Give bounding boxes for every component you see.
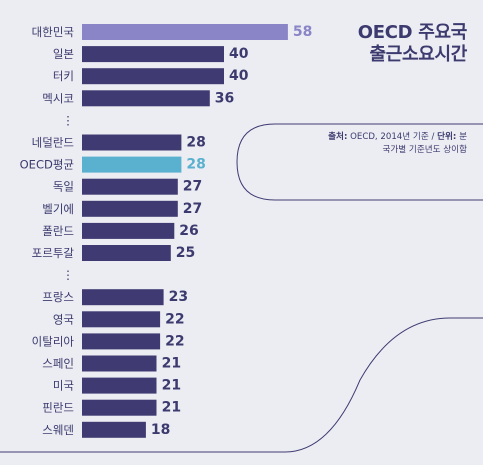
chart-note: 출처: OECD, 2014년 기준 / 단위: 분 국가별 기준년도 상이함: [257, 131, 467, 157]
category-label: 프랑스: [42, 290, 74, 304]
bar-g2-3: [82, 355, 157, 372]
bar-g0-0: [82, 24, 288, 40]
chart-title-line-1: OECD 주요국: [357, 22, 468, 43]
bar-g2-5: [82, 399, 157, 416]
value-label: 21: [162, 356, 181, 372]
source-text: OECD, 2014년 기준 /: [350, 132, 435, 142]
note-panel-curve: [236, 123, 483, 201]
bar-g2-4: [82, 377, 157, 394]
value-label: 40: [229, 68, 249, 84]
unit-text: 분: [459, 132, 467, 142]
unit-label: 단위:: [437, 132, 457, 142]
value-label: 40: [229, 46, 249, 62]
bar-g2-0: [82, 289, 164, 306]
bar-g1-1: [82, 156, 182, 173]
bar-g2-6: [82, 421, 146, 438]
category-label: 대한민국: [32, 25, 74, 39]
value-label: 22: [165, 311, 184, 327]
value-label: 21: [162, 400, 181, 416]
bar-g0-1: [82, 46, 224, 63]
decorative-curves: [0, 123, 483, 453]
category-label: 포르투갈: [32, 246, 75, 260]
category-label: 일본: [53, 47, 74, 61]
value-label: 28: [186, 135, 205, 151]
category-label: OECD평균: [20, 158, 74, 172]
value-label: 23: [169, 289, 188, 305]
category-label: 스페인: [42, 357, 74, 371]
category-label: 영국: [53, 312, 74, 326]
bar-g2-2: [82, 333, 161, 350]
category-label: 폴란드: [42, 224, 74, 238]
value-label: 21: [162, 378, 181, 394]
bar-g0-2: [82, 68, 224, 85]
category-label: 네덜란드: [32, 136, 74, 150]
value-label: 27: [183, 201, 202, 217]
bottom-swoosh-curve: [0, 317, 483, 453]
bar-g1-2: [82, 178, 178, 195]
bar-g0-3: [82, 90, 210, 107]
category-label: 멕시코: [42, 91, 74, 105]
category-label: 이탈리아: [32, 334, 75, 348]
group-gap-ellipsis: ⋮: [62, 113, 74, 127]
category-label: 벨기에: [42, 202, 74, 216]
category-label: 스웨덴: [42, 423, 74, 437]
source-label: 출처:: [328, 132, 348, 142]
bar-g1-0: [82, 134, 182, 151]
value-label: 28: [186, 157, 205, 173]
bar-g2-1: [82, 311, 161, 328]
category-label: 터키: [53, 69, 74, 83]
category-label: 미국: [53, 379, 74, 393]
group-gap-ellipsis: ⋮: [62, 268, 74, 282]
value-label: 36: [215, 90, 234, 106]
chart-title-line-2: 출근소요시간: [369, 44, 467, 65]
value-label: 25: [176, 245, 195, 261]
value-label: 22: [165, 333, 184, 349]
value-label: 26: [179, 223, 198, 239]
value-label: 58: [293, 24, 312, 40]
bar-g1-5: [82, 245, 171, 261]
category-label: 핀란드: [42, 401, 74, 415]
note-line-2: 국가별 기준년도 상이함: [382, 145, 467, 155]
category-label: 독일: [53, 180, 74, 194]
bar-g1-4: [82, 222, 175, 239]
bar-series: 대한민국 58 일본 40 터키 40 멕시코 36 ⋮ 네덜란드 28 OECD평균 28 독일 27 벨기…: [20, 24, 312, 438]
value-label: 18: [151, 422, 170, 438]
value-label: 27: [183, 179, 202, 195]
chart-title: OECD 주요국 출근소요시간: [267, 22, 468, 66]
bar-g1-3: [82, 200, 178, 217]
